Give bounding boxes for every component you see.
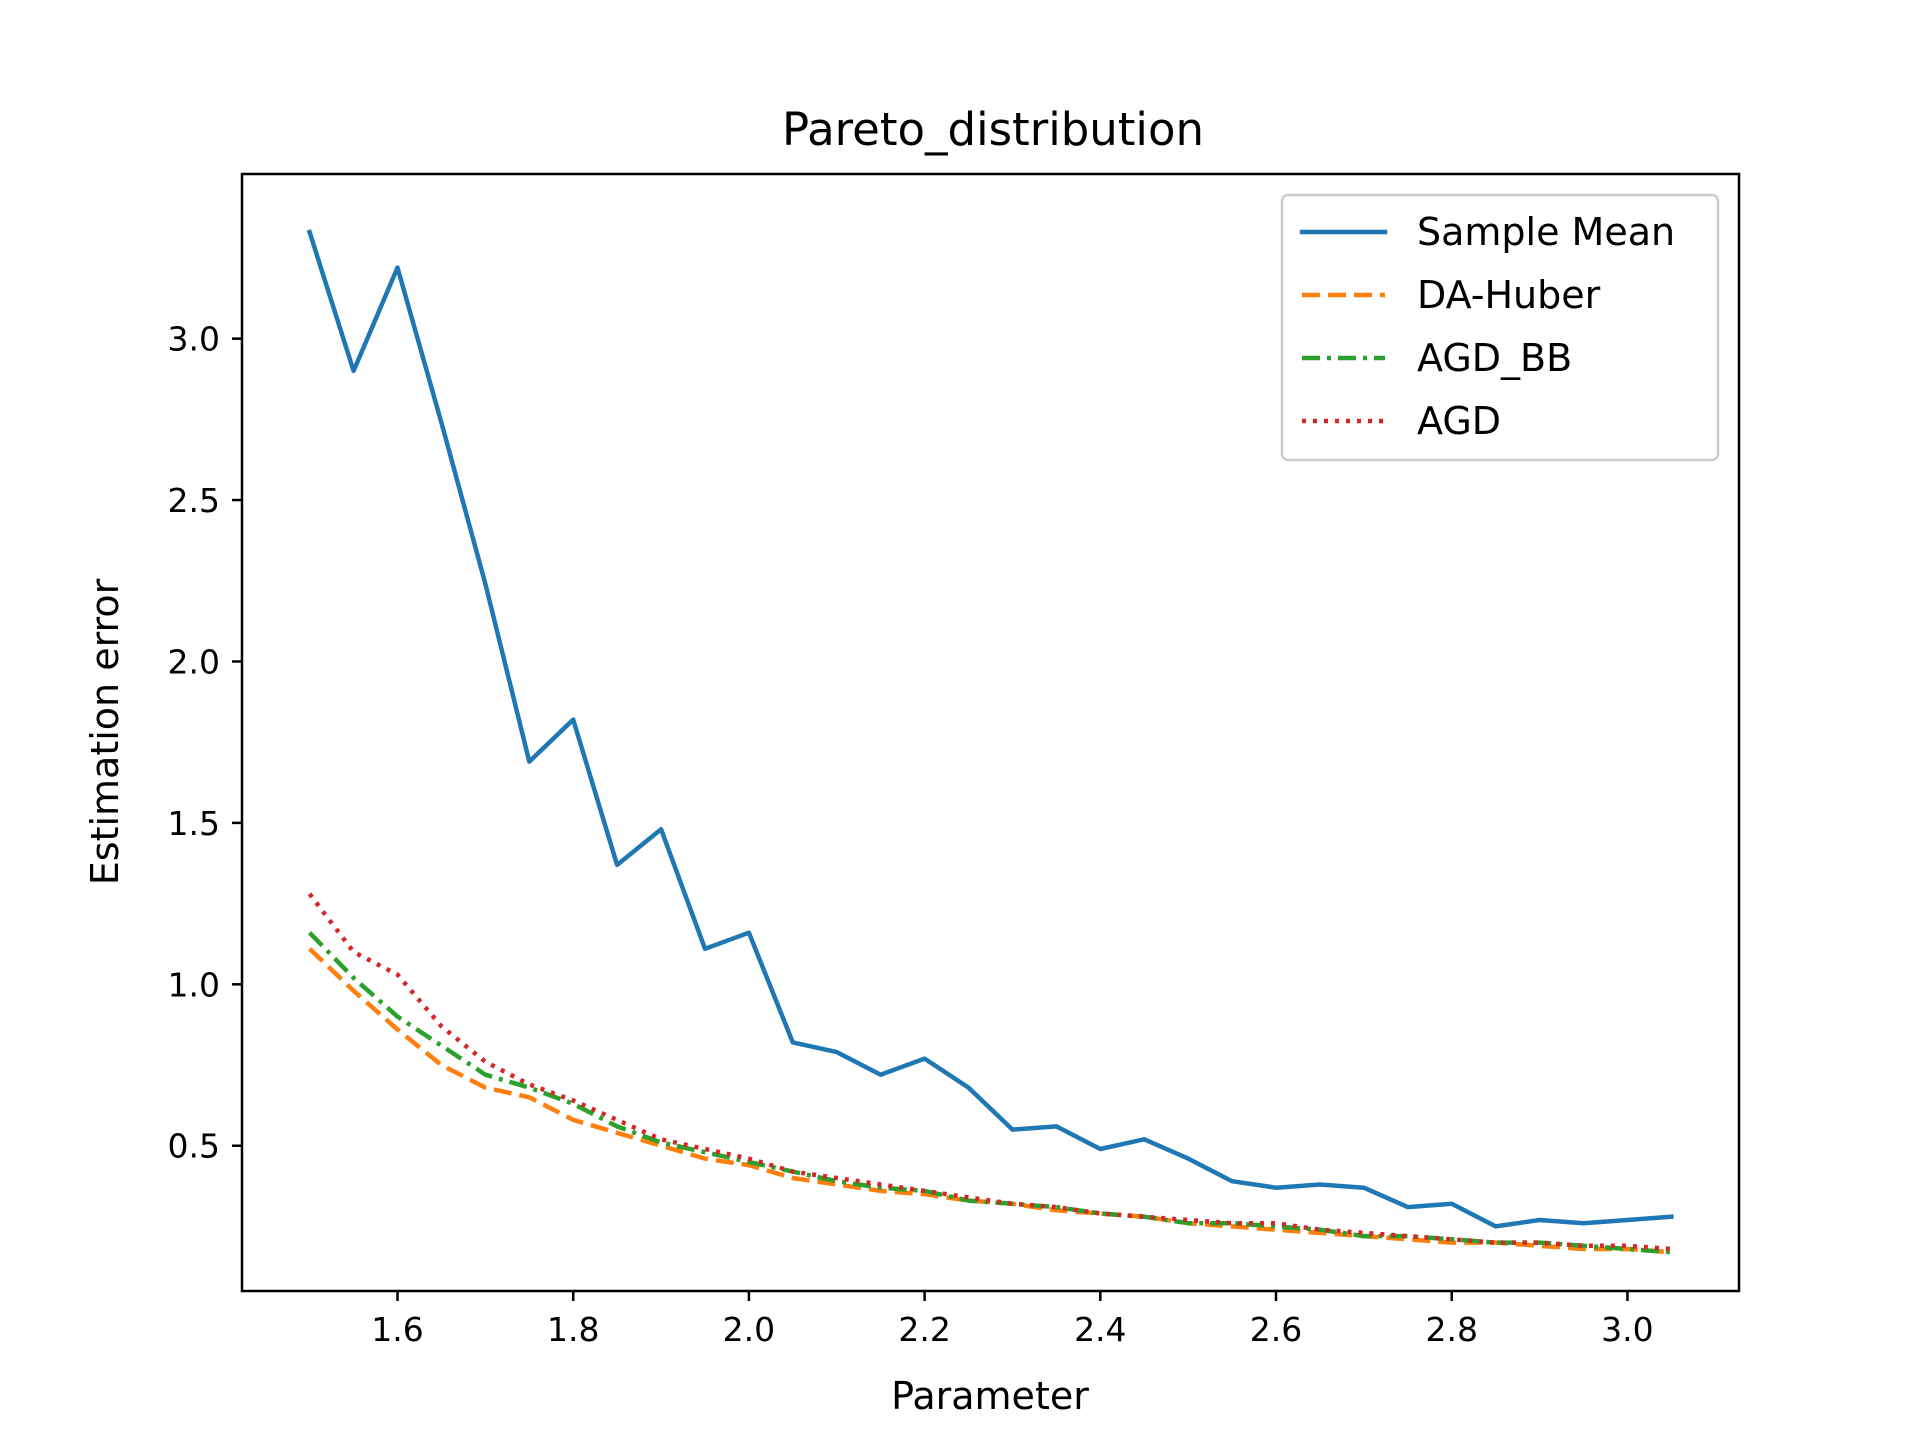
legend-label-3: AGD_BB xyxy=(1417,336,1572,380)
x-tick-label: 1.8 xyxy=(547,1310,599,1349)
x-tick-label: 2.6 xyxy=(1250,1310,1302,1349)
legend-label-2: DA-Huber xyxy=(1417,273,1601,317)
y-tick-label: 2.5 xyxy=(168,481,220,520)
x-tick-label: 2.8 xyxy=(1425,1310,1477,1349)
series-layer xyxy=(306,229,1674,1255)
x-tick-label: 2.2 xyxy=(898,1310,950,1349)
legend-label-4: AGD xyxy=(1417,399,1501,443)
legend-label-1: Sample Mean xyxy=(1417,210,1675,254)
plot-frame xyxy=(240,172,1741,1293)
x-tick-label: 2.4 xyxy=(1074,1310,1126,1349)
y-tick-label: 0.5 xyxy=(168,1127,220,1166)
y-tick-label: 1.0 xyxy=(168,965,220,1004)
x-axis: 1.6 1.8 2.0 2.2 2.4 2.6 2.8 3.0 xyxy=(371,1291,1654,1349)
x-tick-label: 3.0 xyxy=(1601,1310,1653,1349)
series-line-1 xyxy=(306,229,1674,1229)
x-tick-label: 1.6 xyxy=(371,1310,423,1349)
x-tick-label: 2.0 xyxy=(723,1310,775,1349)
y-tick-label: 3.0 xyxy=(168,320,220,359)
x-axis-label: Parameter xyxy=(891,1374,1089,1418)
y-axis-label: Estimation error xyxy=(83,578,127,885)
y-tick-label: 1.5 xyxy=(168,804,220,843)
legend: Sample Mean DA-Huber AGD_BB AGD xyxy=(1280,193,1720,462)
y-axis: 0.5 1.0 1.5 2.0 2.5 3.0 xyxy=(168,320,242,1166)
chart-title: Pareto_distribution xyxy=(782,103,1204,156)
series-line-3 xyxy=(307,931,1672,1255)
y-tick-label: 2.0 xyxy=(168,642,220,681)
series-line-2 xyxy=(308,947,1672,1255)
legend-box xyxy=(1280,193,1720,462)
